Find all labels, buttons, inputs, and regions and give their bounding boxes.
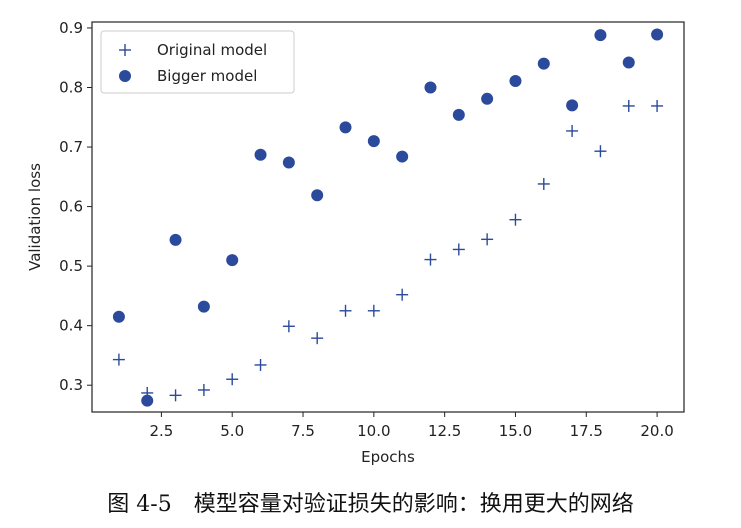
original-model-point — [651, 99, 664, 112]
legend-box — [100, 30, 295, 94]
original-model-point — [452, 243, 465, 256]
bigger-model-point — [282, 156, 295, 169]
x-tick-label: 15.0 — [499, 422, 532, 440]
original-model-point — [197, 383, 210, 396]
original-model-point — [339, 304, 352, 317]
bigger-model-legend-marker — [119, 70, 131, 82]
x-axis: 2.5 5.0 7.5 10.0 12.5 15.0 17.5 20.0 — [149, 412, 674, 440]
bigger-model-series — [112, 28, 664, 407]
y-tick-label: 0.5 — [59, 257, 83, 275]
scatter-chart: 2.5 5.0 7.5 10.0 12.5 15.0 17.5 20.0 0.30.40.50… — [26, 19, 685, 466]
original-model-legend-marker — [119, 44, 131, 56]
x-tick-label: 20.0 — [640, 422, 673, 440]
original-model-point — [367, 304, 380, 317]
bigger-model-point — [452, 108, 465, 121]
x-tick-label: 5.0 — [220, 422, 244, 440]
x-tick-label: 7.5 — [291, 422, 315, 440]
original-model-series — [112, 99, 664, 402]
x-tick-label: 2.5 — [149, 422, 173, 440]
bigger-model-point — [112, 310, 125, 323]
original-model-point — [396, 288, 409, 301]
bigger-model-point — [197, 300, 210, 313]
figure-caption: 图 4-5 模型容量对验证损失的影响：换用更大的网络 — [107, 492, 634, 517]
bigger-model-point — [311, 189, 324, 202]
original-model-point — [226, 373, 239, 386]
y-axis: 0.3 0.4 0.5 0.6 0.7 0.8 0.9 — [59, 19, 92, 394]
legend: Original model Bigger model — [100, 30, 295, 94]
original-model-point — [254, 358, 267, 371]
bigger-model-point — [141, 394, 154, 407]
bigger-model-point — [254, 148, 267, 161]
legend-label: Bigger model — [157, 67, 257, 85]
bigger-model-point — [537, 57, 550, 70]
bigger-model-point — [622, 56, 635, 69]
y-tick-label: 0.8 — [59, 78, 83, 96]
bigger-model-point — [226, 254, 239, 267]
x-tick-label: 12.5 — [428, 422, 461, 440]
bigger-model-point — [396, 150, 409, 163]
y-tick-label: 0.6 — [59, 198, 83, 216]
original-model-point — [112, 353, 125, 366]
original-model-point — [282, 320, 295, 333]
bigger-model-point — [566, 99, 579, 112]
y-axis-label: Validation loss — [26, 163, 44, 271]
original-model-point — [311, 332, 324, 345]
original-model-point — [537, 177, 550, 190]
y-tick-label: 0.3 — [59, 376, 83, 394]
bigger-model-point — [424, 81, 437, 94]
plot-area — [112, 28, 664, 407]
plot-frame — [91, 21, 685, 413]
bigger-model-point — [367, 135, 380, 148]
original-model-point — [169, 389, 182, 402]
original-model-point — [509, 213, 522, 226]
original-model-point — [424, 253, 437, 266]
x-tick-label: 17.5 — [570, 422, 603, 440]
bigger-model-point — [169, 233, 182, 246]
original-model-point — [566, 124, 579, 137]
original-model-point — [481, 233, 494, 246]
x-tick-label: 10.0 — [357, 422, 390, 440]
bigger-model-point — [594, 29, 607, 42]
legend-label: Original model — [157, 41, 267, 59]
bigger-model-point — [651, 28, 664, 41]
x-axis-label: Epochs — [361, 448, 415, 466]
bigger-model-point — [339, 121, 352, 134]
original-model-point — [594, 145, 607, 158]
original-model-point — [622, 99, 635, 112]
y-tick-label: 0.7 — [59, 138, 83, 156]
bigger-model-point — [509, 74, 522, 87]
y-tick-label: 0.9 — [59, 19, 83, 37]
bigger-model-point — [481, 92, 494, 105]
y-tick-label: 0.4 — [59, 317, 83, 335]
